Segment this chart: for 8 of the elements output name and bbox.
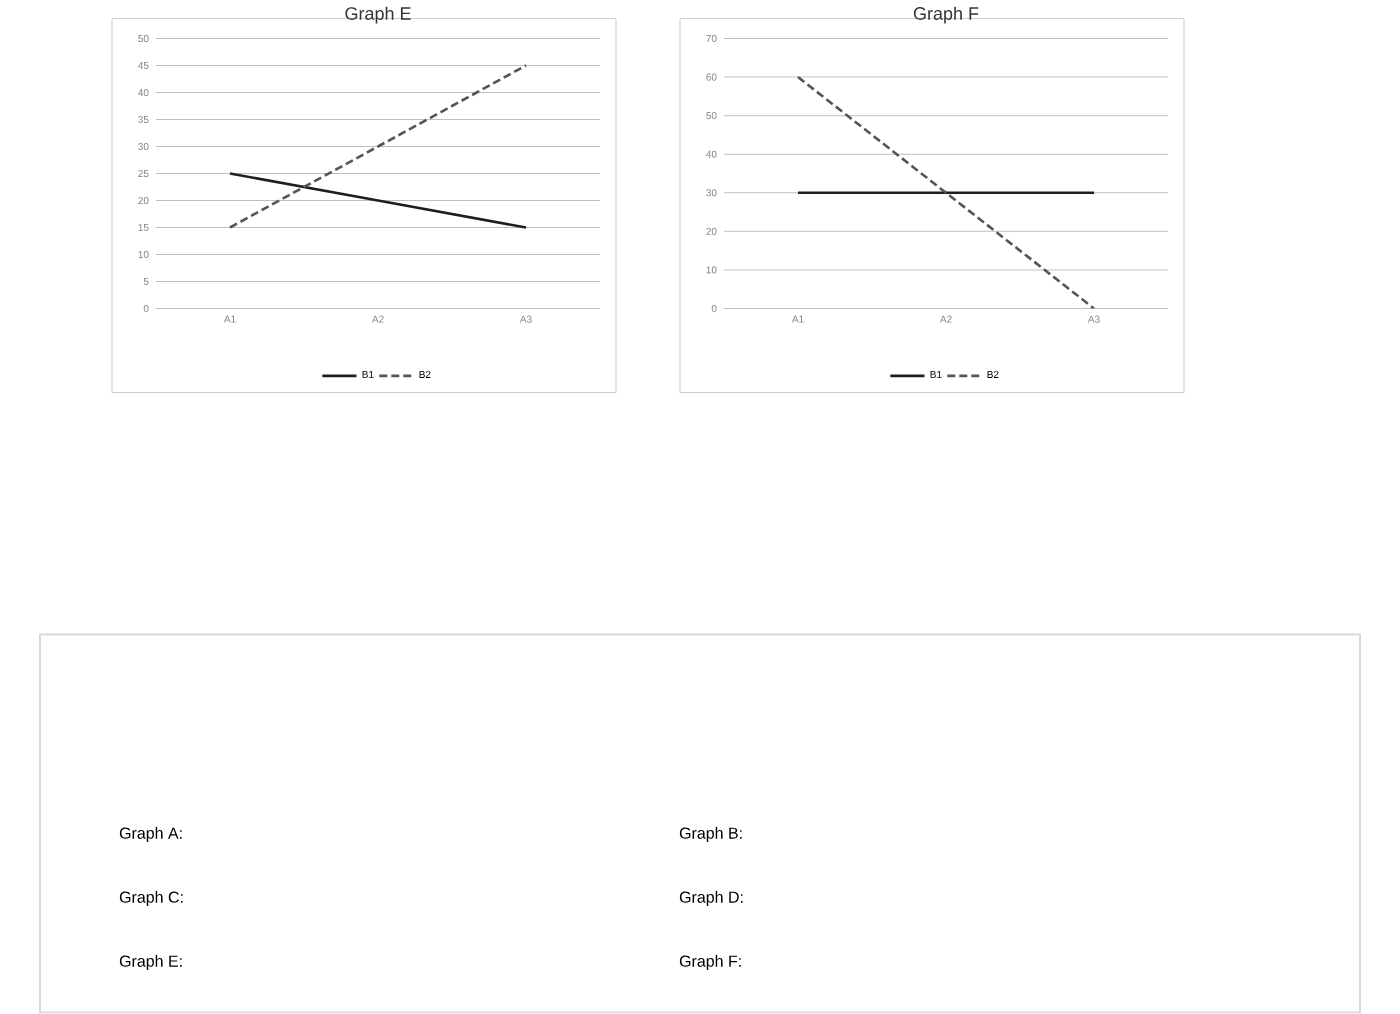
chart-title: Graph F: [913, 6, 979, 24]
text: Graph B:: [679, 827, 742, 843]
text: Graph A:: [119, 827, 182, 843]
text: Graph D:: [679, 891, 743, 907]
text: Graph C:: [119, 891, 183, 907]
text: Graph E:: [119, 955, 182, 971]
text: Graph F:: [679, 955, 741, 971]
chart-title: Graph E: [345, 6, 411, 24]
